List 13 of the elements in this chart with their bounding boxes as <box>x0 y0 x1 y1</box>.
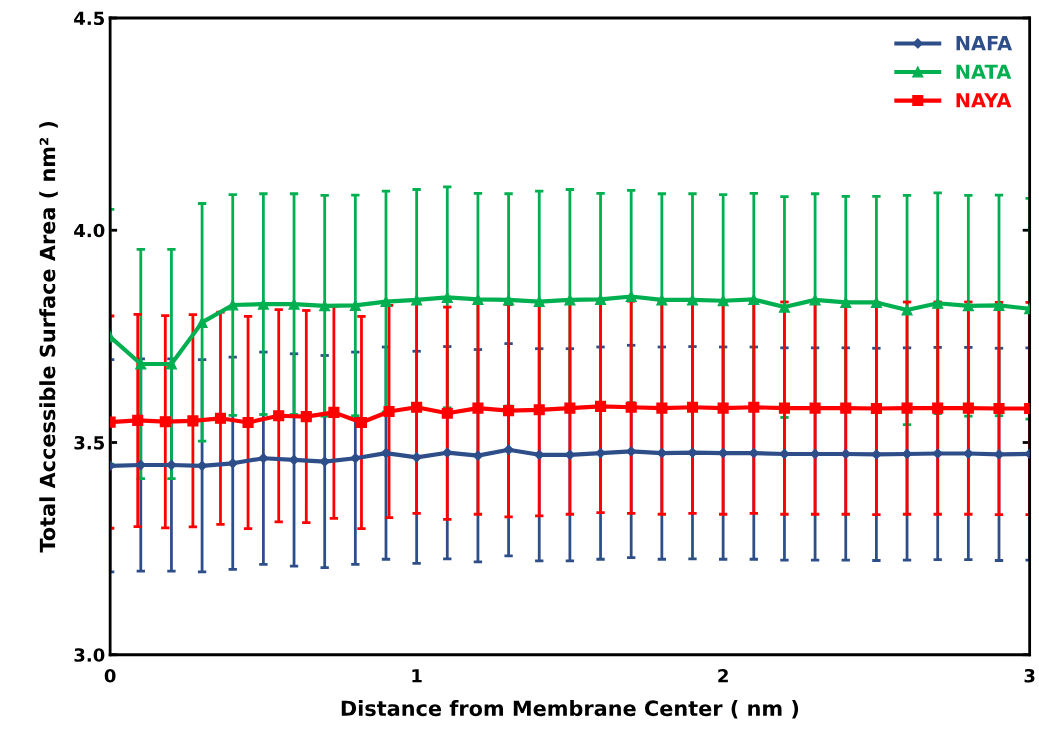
x-axis-title: Distance from Membrane Center ( nm ) <box>341 700 799 719</box>
y-tick-label: 3.5 <box>74 435 105 450</box>
y-tick-label: 3.0 <box>74 648 105 662</box>
x-tick-label: 0 <box>104 668 116 683</box>
x-tick-label: 1 <box>412 669 422 683</box>
y-tick-label: 4.5 <box>74 11 105 26</box>
y-tick-label: 4.0 <box>74 223 105 238</box>
legend-label: NATA <box>956 64 1012 79</box>
legend-label: NAYA <box>956 93 1012 108</box>
y-axis-title: Total Accessible Surface Area ( nm² ) <box>39 121 58 553</box>
legend-label: NAFA <box>956 36 1013 51</box>
x-tick-label: 3 <box>1024 668 1035 683</box>
x-tick-label: 2 <box>718 668 728 683</box>
